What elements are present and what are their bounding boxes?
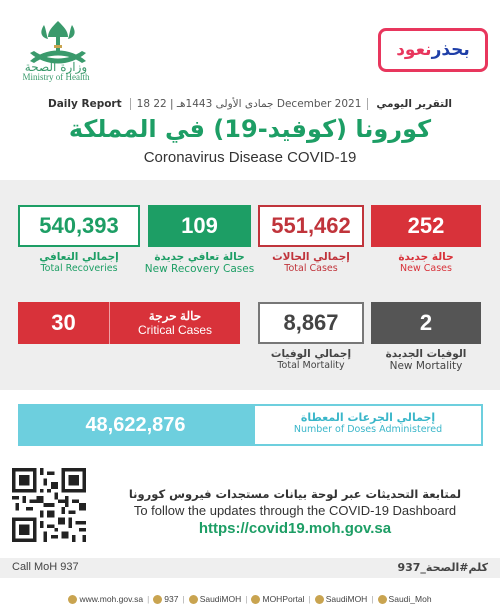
doses-value: 48,622,876	[18, 404, 253, 446]
dashboard-text-english: To follow the updates through the COVID-…	[133, 503, 457, 518]
total-mortality-value: 8,867	[258, 302, 364, 344]
new-mortality-label-ar: الوفيات الجديدة	[385, 348, 467, 360]
critical-cases-value: 30	[18, 302, 110, 344]
logo-arabic-text: وزارة الصحة	[24, 60, 88, 74]
new-mortality-label: الوفيات الجديدة New Mortality	[371, 348, 481, 372]
new-recoveries-label-ar: حالة تعافي جديدة	[154, 251, 245, 263]
divider: |	[182, 594, 185, 605]
ministry-logo-icon	[30, 21, 86, 64]
call-moh-hashtag: كلم#الصحة_937	[397, 561, 488, 574]
social-twitter[interactable]: SaudiMOH	[188, 594, 242, 605]
twitter-icon	[188, 595, 198, 605]
divider: |	[147, 594, 150, 605]
total-cases-label: إجمالي الحالات Total Cases	[258, 251, 364, 275]
new-recoveries-label: حالة تعافي جديدة New Recovery Cases	[140, 251, 259, 275]
total-recoveries-label-ar: إجمالي التعافي	[39, 251, 119, 263]
total-mortality-label-en: Total Mortality	[277, 360, 345, 371]
report-line: Daily Report 18 جمادى الأولى 1443هـ | 22…	[0, 98, 500, 110]
social-snapchat[interactable]: Saudi_Moh	[377, 594, 432, 605]
new-cases-label-ar: حالة جديدة	[398, 251, 454, 263]
phone-icon	[153, 595, 163, 605]
total-cases-label-ar: إجمالي الحالات	[272, 251, 350, 263]
report-label-ar: التقرير اليومي	[376, 98, 452, 110]
page-title-english: Coronavirus Disease COVID-19	[143, 149, 357, 166]
social-instagram-label: SaudiMOH	[325, 594, 368, 604]
total-mortality-label-ar: إجمالي الوفيات	[270, 348, 352, 360]
new-mortality-label-en: New Mortality	[389, 360, 463, 372]
instagram-icon	[314, 595, 324, 605]
total-recoveries-label: إجمالي التعافي Total Recoveries	[18, 251, 140, 275]
doses-label: إجمالي الجرعات المعطاة Number of Doses A…	[253, 404, 483, 446]
report-label-en: Daily Report	[48, 98, 122, 110]
new-mortality-value: 2	[371, 302, 481, 344]
youtube-icon	[251, 595, 261, 605]
social-twitter-label: SaudiMOH	[199, 594, 242, 604]
total-mortality-label: إجمالي الوفيات Total Mortality	[258, 348, 364, 372]
divider: |	[371, 594, 374, 605]
call-moh-english: Call MoH 937	[12, 561, 79, 573]
total-recoveries-label-en: Total Recoveries	[40, 263, 118, 274]
social-links: www.moh.gov.sa | 937 | SaudiMOH | MOHPor…	[0, 594, 500, 605]
report-date: 18 جمادى الأولى 1443هـ | 22 December 202…	[129, 98, 369, 110]
social-snapchat-label: Saudi_Moh	[388, 594, 432, 604]
divider: |	[308, 594, 311, 605]
campaign-word-1: نعود	[396, 40, 432, 60]
snapchat-icon	[377, 595, 387, 605]
social-instagram[interactable]: SaudiMOH	[314, 594, 368, 605]
new-cases-value: 252	[371, 205, 481, 247]
critical-cases-label-en: Critical Cases	[137, 323, 212, 337]
call-bar	[0, 558, 500, 578]
qr-code-icon[interactable]	[12, 468, 86, 542]
critical-cases-label: حالة حرجة Critical Cases	[110, 302, 240, 344]
new-cases-label-en: New Cases	[400, 263, 452, 274]
campaign-word-2: بحذر	[431, 40, 470, 60]
dashboard-text-arabic: لمتابعة التحديثات عبر لوحة بيانات مستجدا…	[128, 487, 462, 501]
social-website[interactable]: www.moh.gov.sa	[68, 594, 144, 605]
globe-icon	[68, 595, 78, 605]
campaign-badge: نعود بحذر	[378, 28, 488, 72]
doses-label-en: Number of Doses Administered	[293, 424, 443, 435]
divider: |	[245, 594, 248, 605]
new-recoveries-value: 109	[148, 205, 251, 247]
total-cases-value: 551,462	[258, 205, 364, 247]
new-cases-label: حالة جديدة New Cases	[371, 251, 481, 275]
doses-box: 48,622,876 إجمالي الجرعات المعطاة Number…	[18, 404, 483, 446]
critical-cases-label-ar: حالة حرجة	[148, 309, 202, 323]
dashboard-link[interactable]: https://covid19.moh.gov.sa	[198, 520, 392, 537]
total-cases-label-en: Total Cases	[284, 263, 338, 274]
new-recoveries-label-en: New Recovery Cases	[144, 263, 255, 275]
social-youtube[interactable]: MOHPortal	[251, 594, 305, 605]
social-phone[interactable]: 937	[153, 594, 179, 605]
logo-english-text: Ministry of Health	[22, 72, 90, 82]
social-phone-label: 937	[164, 594, 179, 604]
total-recoveries-value: 540,393	[18, 205, 140, 247]
page-title-arabic: كورونا (كوفيد-19) في المملكة	[68, 115, 432, 143]
social-website-label: www.moh.gov.sa	[79, 594, 144, 604]
social-youtube-label: MOHPortal	[262, 594, 305, 604]
doses-label-ar: إجمالي الجرعات المعطاة	[300, 411, 436, 424]
